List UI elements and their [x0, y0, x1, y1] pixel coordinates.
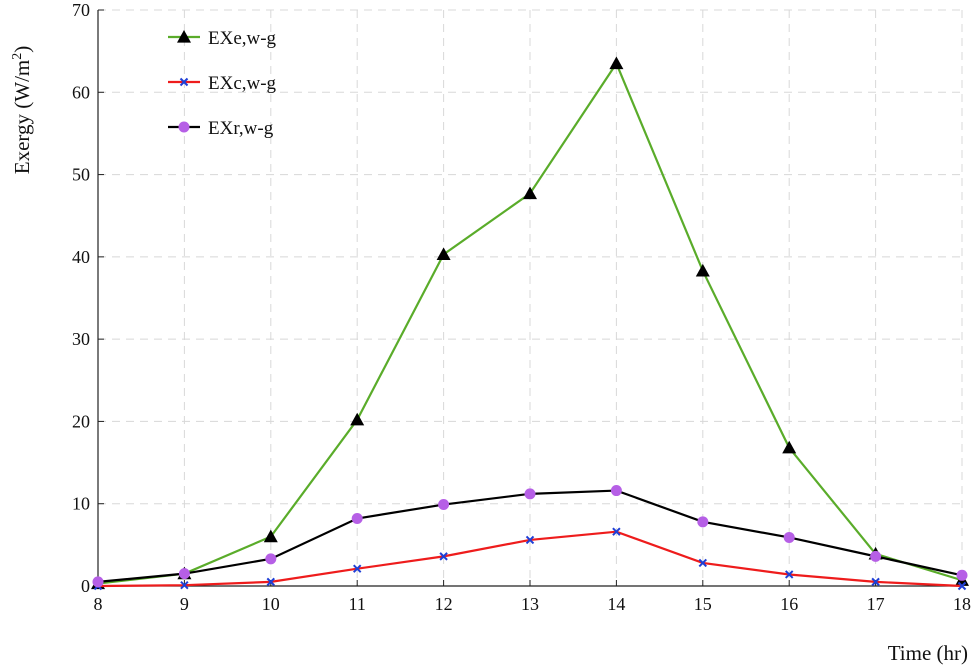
data-point-marker [697, 516, 709, 528]
data-point-marker [870, 550, 882, 562]
data-point-marker [438, 499, 450, 511]
x-marker-stroke [698, 558, 708, 568]
data-point-marker [524, 488, 536, 500]
legend-label: EXc,w-g [208, 73, 277, 94]
x-marker-stroke [180, 580, 189, 590]
data-point-marker [871, 577, 880, 587]
data-point-marker [351, 513, 363, 525]
x-marker-stroke [266, 577, 276, 587]
x-tick-label: 11 [349, 594, 366, 614]
axes: 8 9 10 11 12 13 14 15 16 17 18 0 10 20 30 40 50 60 70 [72, 0, 971, 614]
x-marker-stroke [179, 77, 189, 87]
data-point-marker [523, 186, 537, 200]
data-point-marker [180, 580, 189, 590]
legend-entry: EXe,w-g [168, 28, 277, 49]
x-tick-label: 18 [953, 594, 971, 614]
x-tick-label: 17 [867, 594, 885, 614]
x-tick-label: 16 [780, 594, 798, 614]
data-point-marker [610, 485, 622, 497]
x-axis-label: Time (hr) [888, 641, 968, 665]
legend-marker [178, 121, 190, 133]
series-2 [92, 485, 968, 588]
y-tick-label: 10 [72, 494, 90, 514]
x-tick-label: 10 [262, 594, 280, 614]
y-tick-label: 50 [72, 165, 90, 185]
x-marker-stroke [957, 581, 967, 591]
y-axis-label-superscript: 2 [10, 53, 25, 60]
data-point-marker [352, 564, 362, 573]
data-point-marker [609, 56, 624, 70]
x-tick-label: 8 [94, 594, 103, 614]
x-marker-stroke [525, 535, 535, 545]
data-point-marker [178, 568, 190, 580]
y-tick-label: 0 [81, 576, 90, 596]
legend-marker [179, 77, 189, 87]
x-marker-stroke [612, 527, 621, 536]
y-axis-label-close: ) [10, 46, 34, 53]
x-tick-label: 9 [180, 594, 189, 614]
data-point-marker [956, 569, 968, 581]
data-point-marker [784, 570, 794, 579]
data-point-marker [265, 553, 277, 565]
y-tick-label: 20 [72, 411, 90, 431]
data-point-marker [695, 263, 710, 277]
data-point-marker [698, 558, 708, 568]
y-tick-label: 70 [72, 0, 90, 20]
data-point-marker [439, 552, 448, 561]
legend-entry: EXc,w-g [168, 73, 277, 94]
data-point-marker [350, 412, 365, 426]
x-marker-stroke [784, 570, 794, 579]
data-point-marker [263, 529, 278, 543]
legend: EXe,w-g EXc,w-g EXr,w-g [168, 28, 277, 139]
x-marker-stroke [871, 577, 880, 587]
data-point-marker [525, 535, 535, 545]
data-point-marker [957, 581, 967, 591]
y-tick-label: 60 [72, 82, 90, 102]
x-tick-label: 12 [435, 594, 453, 614]
x-marker-stroke [352, 564, 362, 573]
legend-label: EXe,w-g [208, 28, 277, 49]
y-axis-label-text: Exergy (W/m [10, 60, 34, 175]
legend-marker [177, 30, 191, 43]
legend-label: EXr,w-g [208, 118, 274, 139]
data-point-marker [92, 576, 104, 588]
x-marker-stroke [439, 552, 448, 561]
data-point-marker [612, 527, 621, 536]
plot-series [91, 56, 969, 591]
data-point-marker [782, 440, 797, 454]
legend-entry: EXr,w-g [168, 118, 274, 139]
x-tick-label: 14 [607, 594, 625, 614]
x-tick-label: 15 [694, 594, 712, 614]
y-axis-label: Exergy (W/m2) [10, 46, 34, 175]
data-point-marker [266, 577, 276, 587]
y-tick-label: 30 [72, 329, 90, 349]
data-point-marker [436, 247, 451, 260]
y-tick-label: 40 [72, 247, 90, 267]
data-point-marker [783, 531, 795, 543]
x-tick-label: 13 [521, 594, 539, 614]
